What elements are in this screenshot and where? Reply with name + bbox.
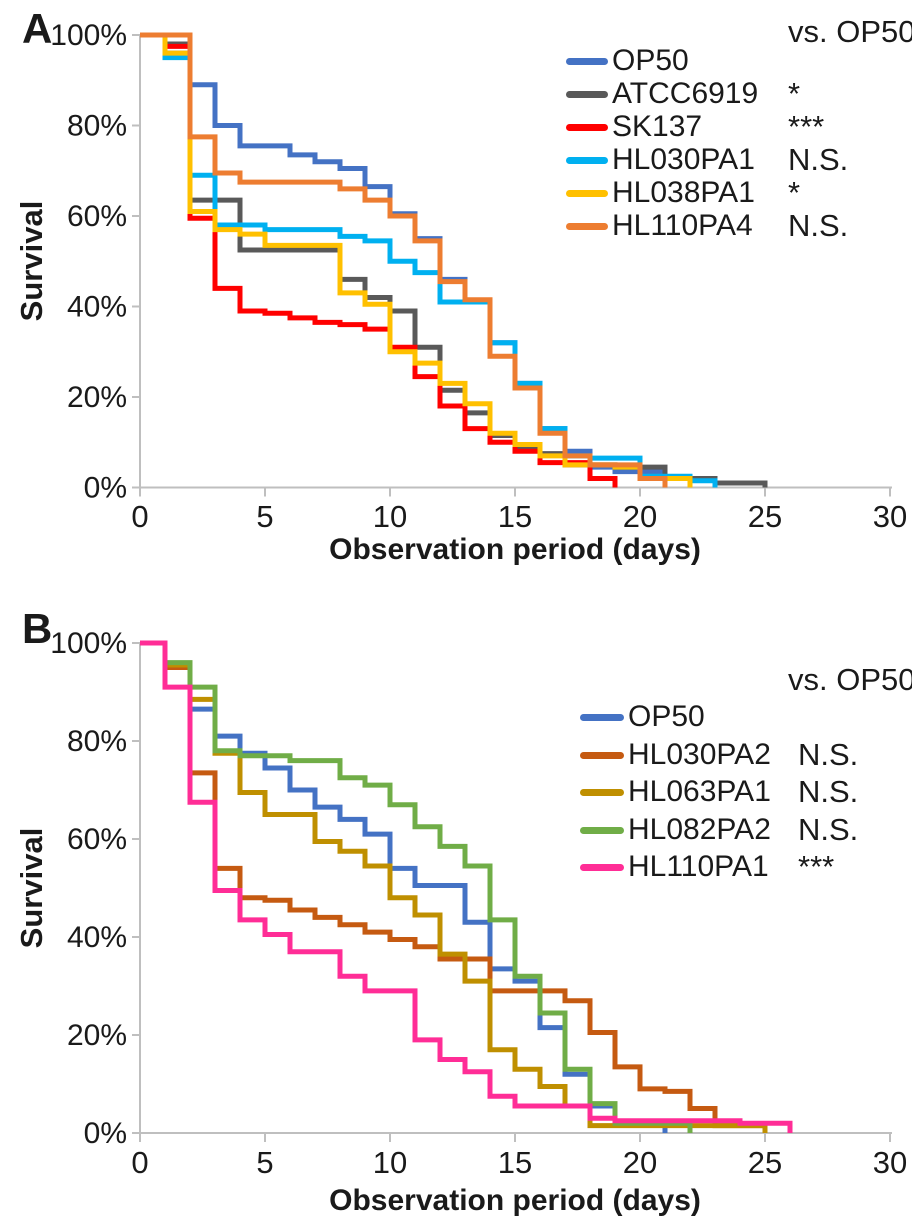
legend-label-OP50: OP50: [612, 44, 689, 77]
legend-line-swatch-HL030PA2: [580, 751, 624, 759]
legend-significance-HL038PA1: *: [788, 175, 801, 210]
legend-line-swatch-HL038PA1: [566, 190, 608, 197]
legend-significance-HL082PA2: N.S.: [798, 811, 859, 847]
legend-line-swatch-HL110PA1: [580, 864, 624, 871]
legend-line-swatch-OP50: [580, 714, 624, 721]
legend-label-HL082PA2: HL082PA2: [628, 812, 771, 846]
y-tick-label: 40%: [67, 921, 127, 954]
y-tick-label: 20%: [67, 381, 127, 414]
legend-label-HL063PA1: HL063PA1: [628, 775, 771, 808]
legend-label-SK137: SK137: [612, 110, 703, 143]
x-axis-title-a: Observation period (days): [329, 533, 701, 566]
legend-line-swatch-HL110PA4: [566, 223, 608, 230]
y-tick-label: 100%: [50, 627, 127, 660]
legend-row-HL110PA4: HL110PA4 N.S.: [566, 210, 912, 242]
legend-line-swatch-SK137: [566, 124, 608, 131]
x-tick-label: 20: [623, 499, 657, 534]
legend-row-HL063PA1: HL063PA1 N.S.: [580, 776, 912, 808]
x-tick-label: 25: [748, 1145, 782, 1180]
panel-letter-a: A: [22, 5, 53, 52]
comparison-header-b: vs. OP50: [788, 662, 912, 697]
legend-significance-HL110PA1: ***: [798, 849, 835, 884]
y-tick-label: 80%: [67, 110, 127, 143]
survival-curve-HL110PA1: [140, 640, 793, 1133]
legend-label-OP50: OP50: [628, 700, 705, 733]
y-tick-label: 60%: [67, 823, 127, 856]
x-tick-label: 25: [748, 499, 782, 534]
legend-significance-ATCC6919: *: [788, 76, 801, 111]
survival-curve-HL082PA2: [140, 640, 693, 1133]
legend-line-swatch-HL030PA1: [566, 157, 608, 164]
survival-curve-HL110PA4: [140, 32, 668, 488]
legend-row-HL082PA2: HL082PA2 N.S.: [580, 811, 912, 847]
legend-label-HL030PA1: HL030PA1: [612, 143, 755, 176]
y-axis-title-a: Survival: [14, 200, 49, 322]
x-tick-label: 0: [131, 1145, 148, 1180]
legend-label-HL110PA4: HL110PA4: [612, 209, 753, 242]
survival-curve-HL063PA1: [140, 640, 768, 1133]
y-tick-label: 20%: [67, 1019, 127, 1052]
x-tick-label: 5: [256, 499, 273, 534]
legend-significance-HL063PA1: N.S.: [798, 774, 859, 809]
legend-row-OP50: OP50: [566, 45, 912, 77]
legend-significance-HL030PA1: N.S.: [788, 142, 849, 177]
x-axis-title-b: Observation period (days): [329, 1184, 701, 1217]
legend-line-swatch-HL082PA2: [580, 826, 624, 834]
legend-line-swatch-OP50: [566, 58, 608, 65]
survival-curve-SK137: [140, 32, 618, 488]
x-tick-label: 0: [131, 499, 148, 534]
x-tick-label: 15: [498, 499, 532, 534]
legend-label-HL038PA1: HL038PA1: [612, 176, 755, 209]
legend-row-HL110PA1: HL110PA1 ***: [580, 851, 912, 883]
x-tick-label: 10: [373, 499, 407, 534]
y-tick-label: 80%: [67, 725, 127, 758]
comparison-header-a: vs. OP50: [788, 14, 912, 49]
x-tick-label: 30: [873, 499, 907, 534]
legend-row-HL038PA1: HL038PA1 *: [566, 177, 912, 209]
y-tick-label: 60%: [67, 200, 127, 233]
y-tick-label: 40%: [67, 291, 127, 324]
legend-significance-HL030PA2: N.S.: [798, 736, 859, 772]
y-tick-label: 100%: [50, 19, 127, 52]
legend-significance-HL110PA4: N.S.: [788, 208, 849, 243]
legend-label-HL110PA1: HL110PA1: [628, 850, 769, 883]
legend-line-swatch-ATCC6919: [566, 91, 608, 98]
legend-significance-SK137: ***: [788, 109, 825, 144]
legend-row-HL030PA1: HL030PA1 N.S.: [566, 144, 912, 176]
legend-row-HL030PA2: HL030PA2 N.S.: [580, 736, 912, 772]
legend-line-swatch-HL063PA1: [580, 789, 624, 796]
x-tick-label: 15: [498, 1145, 532, 1180]
legend-label-ATCC6919: ATCC6919: [612, 77, 759, 110]
x-tick-label: 20: [623, 1145, 657, 1180]
legend-label-HL030PA2: HL030PA2: [628, 737, 771, 771]
y-axis-title-b: Survival: [14, 827, 49, 949]
x-tick-label: 10: [373, 1145, 407, 1180]
legend-row-SK137: SK137 ***: [566, 111, 912, 143]
y-tick-label: 0%: [84, 472, 127, 505]
x-tick-label: 5: [256, 1145, 273, 1180]
x-tick-label: 30: [873, 1145, 907, 1180]
y-tick-label: 0%: [84, 1117, 127, 1150]
legend-row-OP50: OP50: [580, 701, 912, 733]
legend-row-ATCC6919: ATCC6919 *: [566, 78, 912, 110]
panel-letter-b: B: [22, 605, 53, 652]
